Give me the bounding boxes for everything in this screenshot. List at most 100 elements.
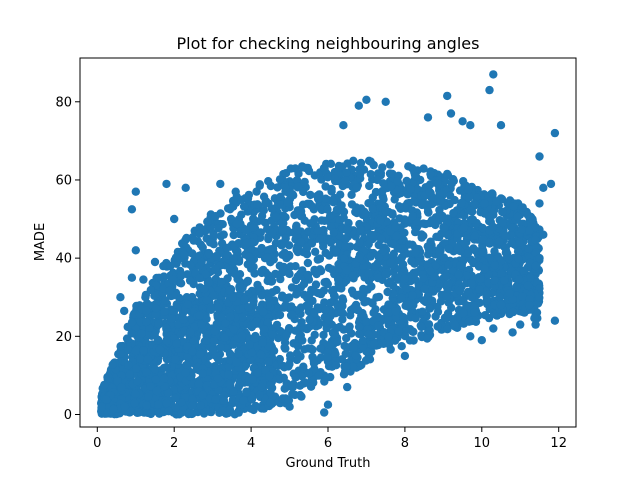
data-point bbox=[320, 278, 329, 287]
data-point bbox=[258, 307, 268, 316]
data-point bbox=[424, 320, 434, 329]
data-point bbox=[152, 386, 162, 396]
data-point bbox=[264, 357, 273, 366]
data-point bbox=[488, 189, 497, 198]
outlier-point bbox=[535, 152, 544, 161]
data-point bbox=[264, 177, 273, 186]
data-point bbox=[502, 247, 511, 256]
data-point bbox=[244, 252, 254, 262]
data-point bbox=[411, 314, 420, 323]
data-point bbox=[213, 374, 223, 383]
data-point bbox=[285, 360, 294, 369]
data-point bbox=[387, 181, 396, 191]
data-point bbox=[253, 200, 262, 209]
data-point bbox=[340, 175, 350, 185]
outlier-point bbox=[323, 400, 333, 409]
data-point bbox=[288, 383, 297, 392]
data-point bbox=[206, 238, 215, 247]
data-point bbox=[505, 289, 514, 298]
data-point bbox=[296, 237, 306, 246]
data-point bbox=[497, 269, 506, 278]
outlier-point bbox=[231, 187, 240, 196]
outlier-point bbox=[508, 328, 517, 337]
data-point bbox=[297, 392, 306, 401]
data-point bbox=[323, 353, 332, 362]
outlier-point bbox=[489, 70, 498, 79]
data-point bbox=[228, 196, 238, 206]
data-point bbox=[411, 275, 420, 284]
data-point bbox=[170, 355, 180, 364]
data-point bbox=[443, 169, 452, 179]
outlier-point bbox=[477, 336, 486, 345]
data-point bbox=[417, 322, 426, 332]
data-point bbox=[243, 277, 252, 286]
data-point bbox=[284, 396, 294, 405]
data-point bbox=[411, 227, 420, 237]
data-point bbox=[525, 273, 535, 282]
data-point bbox=[394, 327, 404, 336]
data-point bbox=[211, 264, 220, 273]
data-point bbox=[283, 198, 292, 207]
data-point bbox=[355, 238, 364, 247]
data-point bbox=[364, 239, 373, 249]
outlier-point bbox=[485, 85, 494, 95]
data-point bbox=[210, 327, 220, 336]
data-point bbox=[144, 392, 153, 401]
data-point bbox=[249, 214, 258, 223]
data-point bbox=[405, 336, 415, 345]
data-point bbox=[269, 346, 279, 355]
data-point bbox=[228, 395, 238, 405]
data-point bbox=[204, 250, 214, 259]
data-point bbox=[265, 371, 274, 381]
data-point bbox=[349, 343, 358, 353]
outlier-point bbox=[266, 398, 275, 407]
data-point bbox=[392, 232, 401, 241]
data-point bbox=[417, 233, 426, 242]
data-point bbox=[342, 265, 352, 275]
data-point bbox=[445, 191, 455, 200]
data-point bbox=[411, 172, 421, 181]
data-point bbox=[160, 307, 169, 316]
data-point bbox=[358, 336, 368, 345]
data-point bbox=[524, 226, 534, 235]
data-point bbox=[513, 247, 523, 256]
data-point bbox=[120, 402, 130, 411]
data-point bbox=[332, 323, 341, 333]
data-point bbox=[349, 156, 358, 165]
data-point bbox=[125, 370, 134, 379]
data-point bbox=[234, 408, 243, 417]
data-point bbox=[439, 223, 449, 233]
data-point bbox=[151, 310, 160, 319]
data-point bbox=[223, 274, 232, 283]
data-point bbox=[280, 384, 289, 393]
outlier-point bbox=[120, 306, 129, 316]
data-point bbox=[250, 269, 259, 278]
data-point bbox=[348, 362, 358, 371]
data-point bbox=[373, 175, 382, 185]
data-point bbox=[292, 245, 301, 255]
data-point bbox=[238, 283, 247, 293]
data-point bbox=[180, 250, 189, 259]
data-point bbox=[353, 290, 363, 300]
data-point bbox=[514, 275, 524, 284]
data-point bbox=[450, 320, 460, 329]
data-point bbox=[201, 270, 210, 279]
data-point bbox=[495, 292, 504, 302]
data-point bbox=[376, 216, 385, 225]
outlier-point bbox=[466, 332, 475, 341]
outlier-point bbox=[170, 214, 179, 224]
data-point bbox=[468, 215, 478, 224]
data-point bbox=[321, 305, 330, 314]
outlier-point bbox=[354, 101, 363, 110]
data-point bbox=[139, 346, 148, 355]
data-point bbox=[181, 368, 190, 378]
data-point bbox=[232, 219, 241, 229]
data-point bbox=[459, 223, 469, 233]
data-point bbox=[470, 231, 480, 240]
outlier-point bbox=[131, 187, 140, 196]
data-point bbox=[391, 307, 400, 316]
data-point bbox=[130, 398, 139, 408]
data-point bbox=[381, 270, 390, 279]
data-point bbox=[367, 282, 376, 291]
data-point bbox=[366, 170, 375, 179]
